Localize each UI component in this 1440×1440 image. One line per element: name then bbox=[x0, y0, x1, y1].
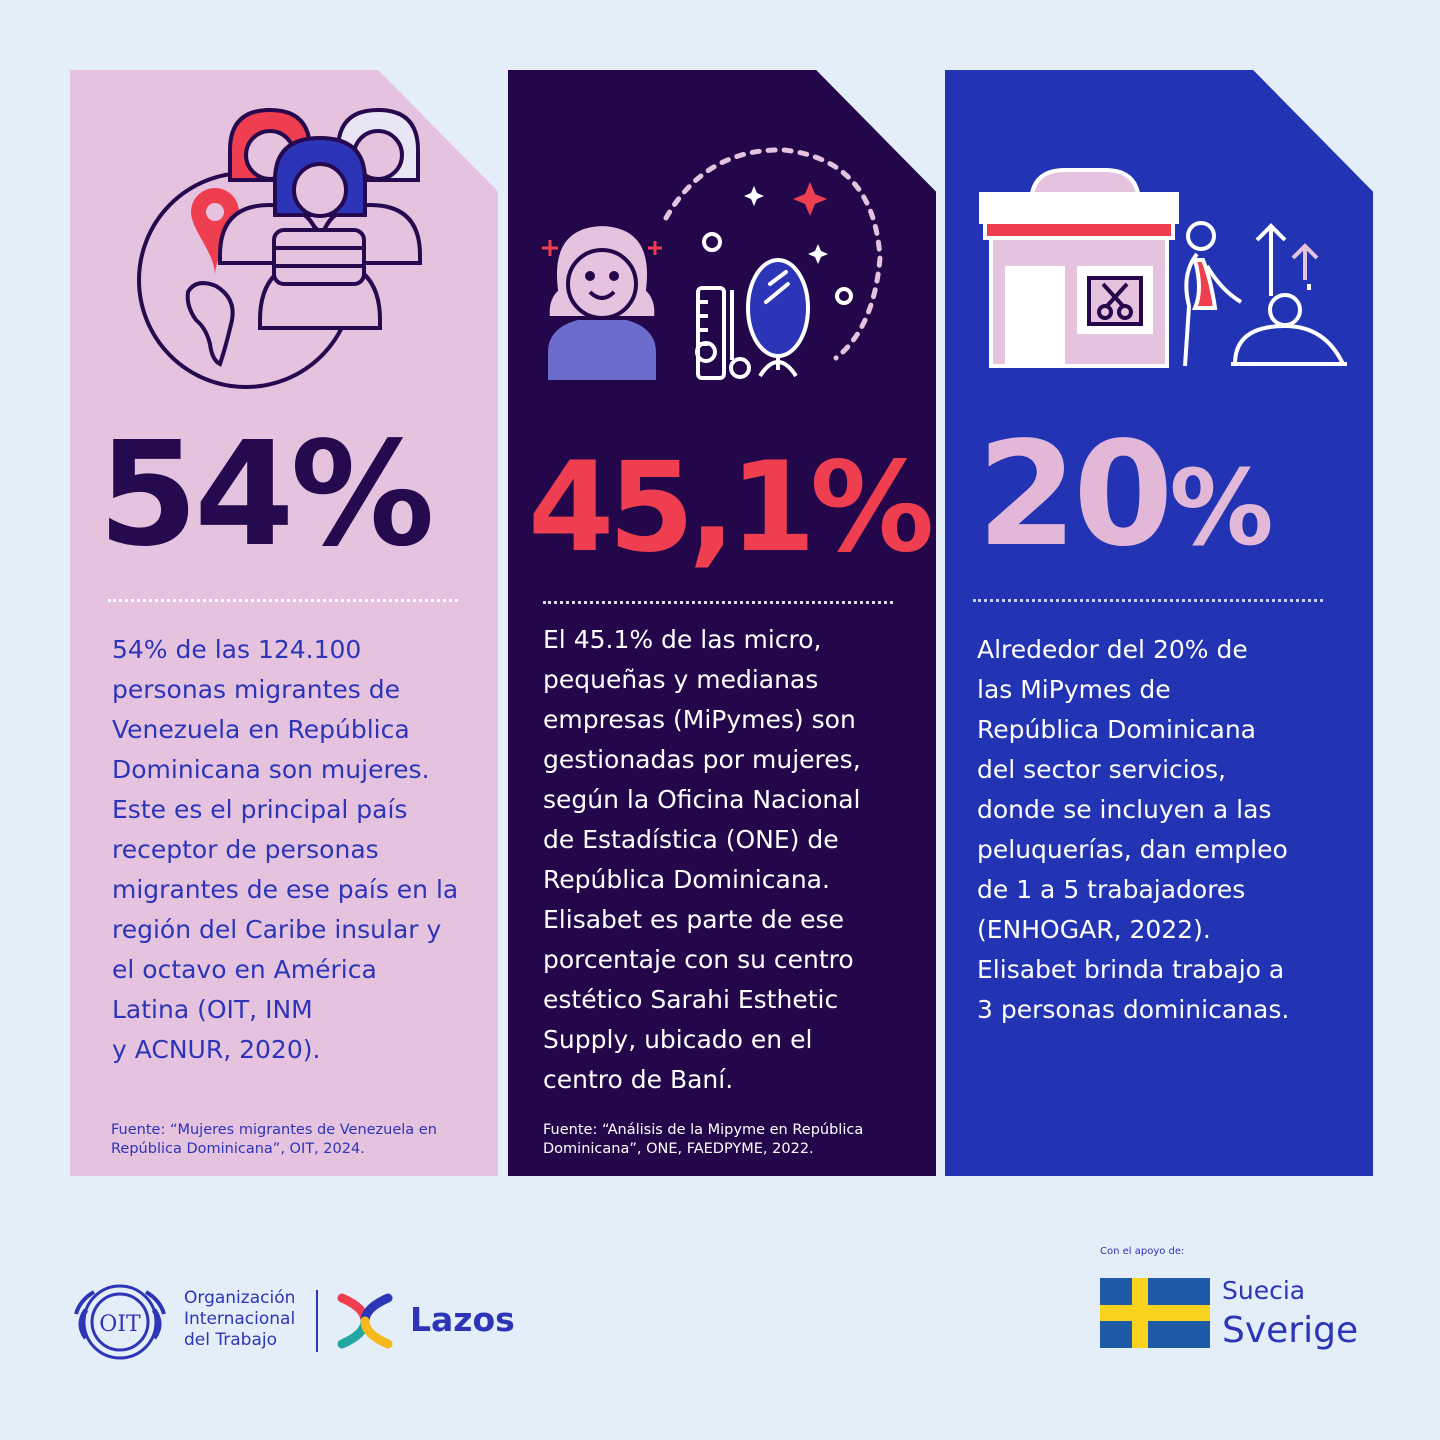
mirror-icon bbox=[746, 258, 810, 378]
text-line: Alrededor del 20% de bbox=[977, 635, 1248, 664]
text-line: el octavo en América bbox=[112, 955, 377, 984]
growth-arrows-icon bbox=[1255, 223, 1319, 296]
text-line: gestionadas por mujeres, bbox=[543, 745, 861, 774]
text-line: del sector servicios, bbox=[977, 755, 1226, 784]
text-line: estético Sarahi Esthetic bbox=[543, 985, 839, 1014]
stat-card-mipymes-women: 45,1% El 45.1% de las micro, pequeñas y … bbox=[508, 70, 936, 1176]
dot-icon bbox=[835, 287, 853, 305]
sweden-flag-icon bbox=[1100, 1278, 1210, 1348]
text-line: de Estadística (ONE) de bbox=[543, 825, 839, 854]
dotted-arc bbox=[663, 147, 883, 361]
stat-value: 20% bbox=[977, 422, 1274, 569]
text-line: Venezuela en República bbox=[112, 715, 410, 744]
dotted-divider bbox=[973, 599, 1323, 602]
text-line: región del Caribe insular y bbox=[112, 915, 442, 944]
stat-percent-symbol: % bbox=[1169, 447, 1273, 569]
text-line: porcentaje con su centro bbox=[543, 945, 854, 974]
partner-logos: OIT Organización Internacional del Traba… bbox=[72, 1276, 532, 1366]
text-line: de 1 a 5 trabajadores bbox=[977, 875, 1246, 904]
oit-name-line: Internacional bbox=[184, 1309, 296, 1329]
lazos-logo-text: Lazos bbox=[410, 1300, 515, 1339]
migrant-women-illustration bbox=[137, 107, 422, 389]
location-pin-icon bbox=[191, 188, 239, 276]
scissors-icon bbox=[1087, 276, 1143, 326]
text-line: pequeñas y medianas bbox=[543, 665, 819, 694]
sverige-label: Sverige bbox=[1222, 1310, 1359, 1351]
source-line: Fuente: “Análisis de la Mipyme en Repúbl… bbox=[543, 1122, 864, 1138]
stat-number: 20 bbox=[977, 410, 1173, 578]
stat-card-services-sector: 20% Alrededor del 20% de las MiPymes de … bbox=[945, 70, 1373, 1176]
text-line: Latina (OIT, INM bbox=[112, 995, 313, 1024]
stat-description: 54% de las 124.100 personas migrantes de… bbox=[112, 630, 458, 1070]
text-line: receptor de personas bbox=[112, 835, 379, 864]
sparkle-icon bbox=[744, 186, 764, 206]
dotted-divider bbox=[108, 599, 458, 602]
source-citation: Fuente: “Mujeres migrantes de Venezuela … bbox=[111, 1121, 437, 1159]
stat-description: El 45.1% de las micro, pequeñas y median… bbox=[543, 620, 861, 1100]
text-line: Elisabet brinda trabajo a bbox=[977, 955, 1285, 984]
oit-emblem-text: OIT bbox=[99, 1312, 141, 1337]
oit-name: Organización Internacional del Trabajo bbox=[184, 1288, 295, 1351]
text-line: centro de Baní. bbox=[543, 1065, 734, 1094]
source-line: Dominicana”, ONE, FAEDPYME, 2022. bbox=[543, 1141, 814, 1157]
suecia-label: Suecia bbox=[1222, 1276, 1306, 1305]
oit-name-line: Organización bbox=[184, 1288, 296, 1308]
oit-name-line: del Trabajo bbox=[184, 1330, 278, 1350]
sparkle-icon bbox=[808, 244, 828, 264]
text-line: migrantes de ese país en la bbox=[112, 875, 459, 904]
source-line: República Dominicana”, OIT, 2024. bbox=[111, 1141, 365, 1157]
text-line: Este es el principal país bbox=[112, 795, 408, 824]
text-line: personas migrantes de bbox=[112, 675, 401, 704]
massage-worker-icon bbox=[1183, 221, 1347, 367]
text-line: Supply, ubicado en el bbox=[543, 1025, 813, 1054]
source-citation: Fuente: “Análisis de la Mipyme en Repúbl… bbox=[543, 1121, 863, 1159]
dotted-divider bbox=[543, 601, 893, 604]
text-line: El 45.1% de las micro, bbox=[543, 625, 822, 654]
comb-scissors-icon bbox=[695, 286, 751, 380]
text-line: 3 personas dominicanas. bbox=[977, 995, 1290, 1024]
text-line: 54% de las 124.100 bbox=[112, 635, 362, 664]
text-line: República Dominicana. bbox=[543, 865, 830, 894]
salon-storefront-icon bbox=[979, 168, 1179, 368]
text-line: peluquerías, dan empleo bbox=[977, 835, 1288, 864]
woman-portrait-icon bbox=[544, 221, 660, 384]
support-label: Con el apoyo de: bbox=[1100, 1246, 1185, 1257]
source-line: Fuente: “Mujeres migrantes de Venezuela … bbox=[111, 1122, 437, 1138]
logo-separator bbox=[316, 1290, 318, 1352]
text-line: República Dominicana bbox=[977, 715, 1256, 744]
stat-card-migrants: 54% 54% de las 124.100 personas migrante… bbox=[70, 70, 498, 1176]
salon-business-illustration bbox=[979, 168, 1347, 368]
text-line: Dominicana son mujeres. bbox=[112, 755, 430, 784]
dot-icon bbox=[702, 232, 722, 252]
stat-value: 45,1% bbox=[528, 436, 934, 580]
text-line: empresas (MiPymes) son bbox=[543, 705, 856, 734]
women-group-icon bbox=[218, 107, 422, 330]
oit-emblem-icon: OIT bbox=[74, 1284, 166, 1360]
text-line: las MiPymes de bbox=[977, 675, 1171, 704]
stat-description: Alrededor del 20% de las MiPymes de Repú… bbox=[977, 630, 1289, 1030]
text-line: Elisabet es parte de ese bbox=[543, 905, 844, 934]
text-line: según la Oficina Nacional bbox=[543, 785, 861, 814]
text-line: (ENHOGAR, 2022). bbox=[977, 915, 1211, 944]
beauty-salon-illustration bbox=[542, 147, 883, 384]
stat-value: 54% bbox=[98, 410, 435, 578]
text-line: donde se incluyen a las bbox=[977, 795, 1272, 824]
lazos-logo-icon bbox=[337, 1293, 393, 1349]
sparkle-icon bbox=[793, 182, 827, 216]
text-line: y ACNUR, 2020). bbox=[112, 1035, 321, 1064]
plus-sparkle-icon bbox=[542, 240, 662, 256]
